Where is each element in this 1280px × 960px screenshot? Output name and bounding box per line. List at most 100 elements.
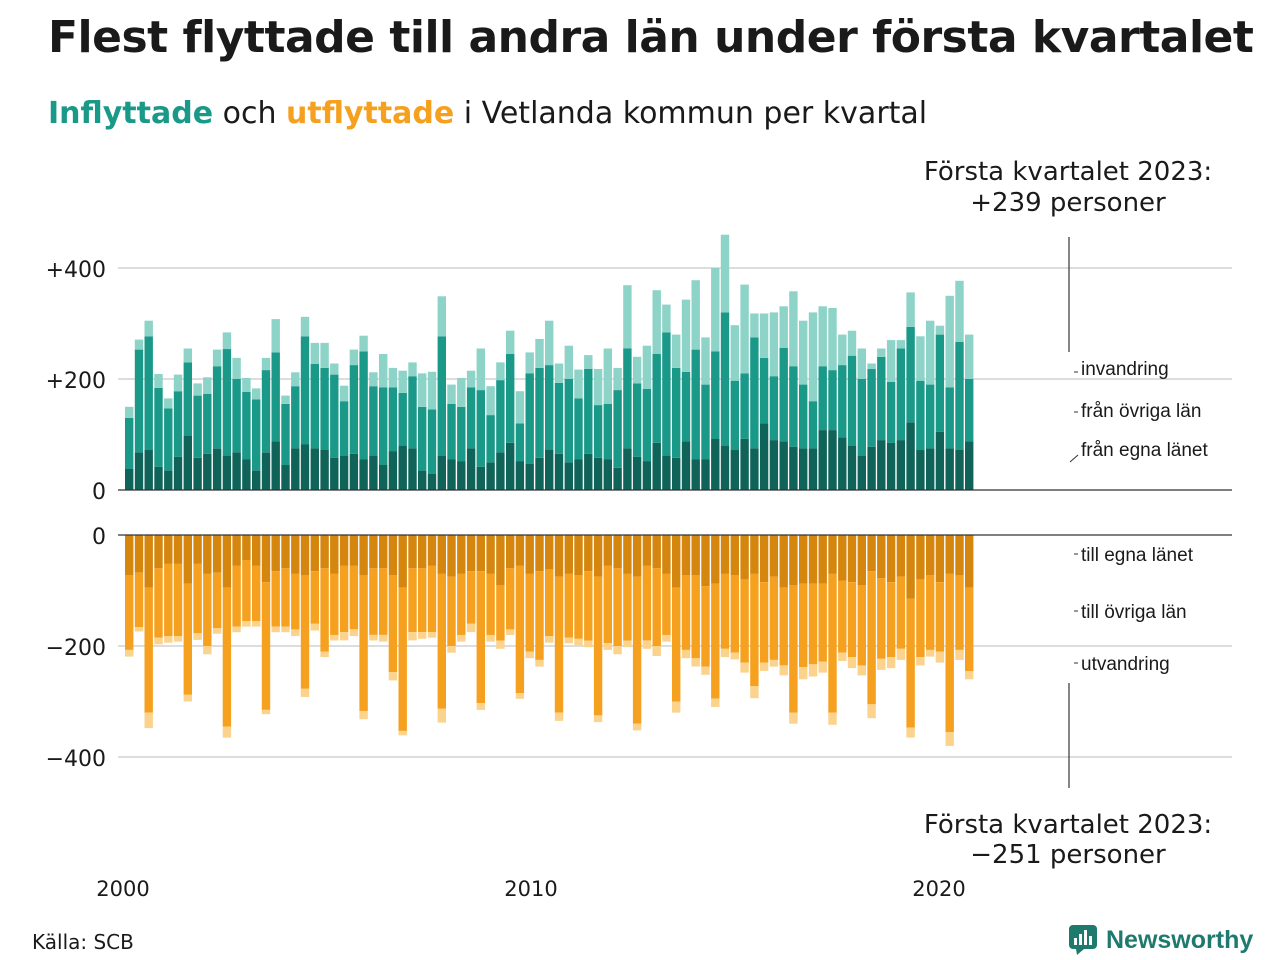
bar-out-segment — [212, 628, 222, 634]
bar-out-segment — [212, 572, 222, 629]
bar-in-segment — [838, 437, 847, 490]
bar-out-segment — [545, 569, 554, 636]
bar-in-segment — [603, 404, 612, 460]
bar-in-segment — [203, 394, 212, 454]
bar-in-segment — [564, 462, 573, 491]
subtitle-utflyttade: utflyttade — [286, 96, 455, 131]
bar-out-segment — [603, 565, 612, 644]
bar-in-segment — [369, 386, 378, 456]
y-tick-label-in: 0 — [92, 480, 106, 505]
bar-out-segment — [496, 585, 505, 641]
bar-out-segment — [398, 730, 407, 736]
bar-in-segment — [789, 446, 798, 490]
series-label-out: till övriga län — [1081, 602, 1187, 623]
bar-in-segment — [955, 341, 964, 450]
bar-out-segment — [398, 535, 407, 588]
bar-in-segment — [750, 448, 759, 490]
bar-out-segment — [339, 535, 349, 566]
bar-in-segment — [867, 369, 876, 447]
bar-in-segment — [447, 404, 456, 460]
bar-out-segment — [281, 535, 290, 569]
bar-out-segment — [525, 535, 534, 574]
bar-in-segment — [632, 456, 642, 490]
bar-in-segment — [672, 457, 681, 490]
y-tick-label-out: −200 — [46, 636, 106, 661]
bar-out-segment — [173, 636, 183, 642]
y-tick-label-out: 0 — [92, 525, 106, 550]
bar-in-segment — [154, 466, 163, 490]
bar-out-segment — [359, 575, 368, 711]
bar-in-segment — [808, 448, 818, 490]
bar-out-segment — [623, 640, 632, 648]
bar-in-segment — [261, 370, 271, 453]
subtitle: Inflyttade och utflyttade i Vetlanda kom… — [48, 96, 927, 131]
subtitle-och: och — [213, 96, 286, 131]
bar-out-segment — [232, 626, 241, 633]
bar-in-segment — [418, 406, 427, 471]
bar-out-segment — [691, 575, 700, 659]
bar-out-segment — [144, 535, 153, 588]
bar-in-segment — [447, 459, 456, 490]
bar-in-segment — [515, 391, 525, 424]
bar-in-segment — [252, 388, 261, 400]
bar-in-segment — [730, 325, 739, 381]
migration-chart: 0 +200 +400 0 −200 −400 2000 2010 2020 invandrin… — [46, 157, 1232, 901]
bar-out-segment — [759, 662, 769, 671]
bar-out-segment — [359, 535, 368, 575]
bar-in-segment — [496, 452, 505, 490]
bar-out-segment — [720, 573, 730, 649]
bar-in-segment — [701, 459, 710, 490]
bar-in-segment — [144, 450, 153, 490]
bar-out-segment — [476, 535, 485, 572]
series-label-in: från egna länet — [1081, 440, 1208, 461]
bar-out-segment — [427, 535, 437, 566]
bar-in-segment — [310, 364, 319, 449]
bar-out-segment — [759, 582, 769, 663]
bar-out-segment — [203, 535, 212, 574]
bar-in-segment — [242, 459, 251, 490]
bar-in-segment — [339, 385, 349, 402]
bar-in-segment — [769, 312, 779, 377]
bar-out-segment — [379, 568, 388, 635]
bar-in-segment — [408, 448, 417, 490]
bar-out-segment — [603, 535, 612, 566]
bar-in-segment — [418, 373, 427, 407]
bar-in-segment — [818, 430, 827, 490]
bar-out-segment — [701, 535, 710, 587]
bar-out-segment — [662, 535, 671, 574]
bar-out-segment — [652, 568, 661, 646]
bar-in-segment — [711, 438, 720, 490]
bar-out-segment — [418, 568, 427, 633]
bar-in-segment — [144, 336, 153, 451]
bar-in-segment — [281, 465, 290, 490]
bar-out-segment — [906, 535, 915, 599]
bar-in-segment — [193, 383, 202, 396]
bar-in-segment — [183, 362, 192, 436]
bar-in-segment — [320, 342, 329, 368]
bar-in-segment — [193, 395, 202, 458]
bar-out-segment — [955, 649, 964, 660]
bar-in-segment — [896, 440, 906, 491]
bar-in-segment — [730, 450, 739, 490]
bar-out-segment — [271, 626, 280, 633]
bar-in-segment — [134, 452, 144, 490]
bar-in-segment — [164, 408, 173, 471]
bar-out-segment — [261, 535, 271, 583]
bar-out-segment — [730, 575, 739, 653]
bar-in-segment — [183, 348, 192, 363]
bar-out-segment — [535, 535, 544, 572]
bar-in-segment — [144, 320, 153, 337]
bar-in-segment — [642, 461, 652, 490]
bar-out-segment — [242, 535, 251, 560]
bar-out-segment — [769, 535, 779, 577]
bar-in-segment — [330, 363, 339, 375]
bar-out-segment — [740, 535, 749, 580]
bar-in-segment — [437, 296, 446, 337]
bar-in-segment — [242, 377, 251, 392]
bar-in-segment — [847, 330, 857, 356]
bar-out-segment — [476, 571, 485, 704]
newsworthy-logo[interactable]: Newsworthy — [1068, 924, 1253, 956]
bar-in-segment — [535, 367, 544, 458]
bar-in-segment — [271, 441, 280, 490]
bar-in-segment — [242, 391, 251, 460]
